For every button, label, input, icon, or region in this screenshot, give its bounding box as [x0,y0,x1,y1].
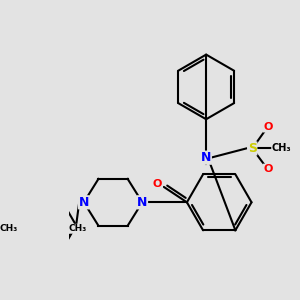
Text: CH₃: CH₃ [68,224,87,233]
Text: CH₃: CH₃ [272,143,291,154]
Text: S: S [248,142,257,155]
Text: O: O [153,179,162,189]
Text: O: O [263,122,272,132]
Text: O: O [263,164,272,174]
Text: N: N [137,196,148,209]
Text: N: N [201,151,211,164]
Text: N: N [79,196,89,209]
Text: CH₃: CH₃ [0,224,18,233]
